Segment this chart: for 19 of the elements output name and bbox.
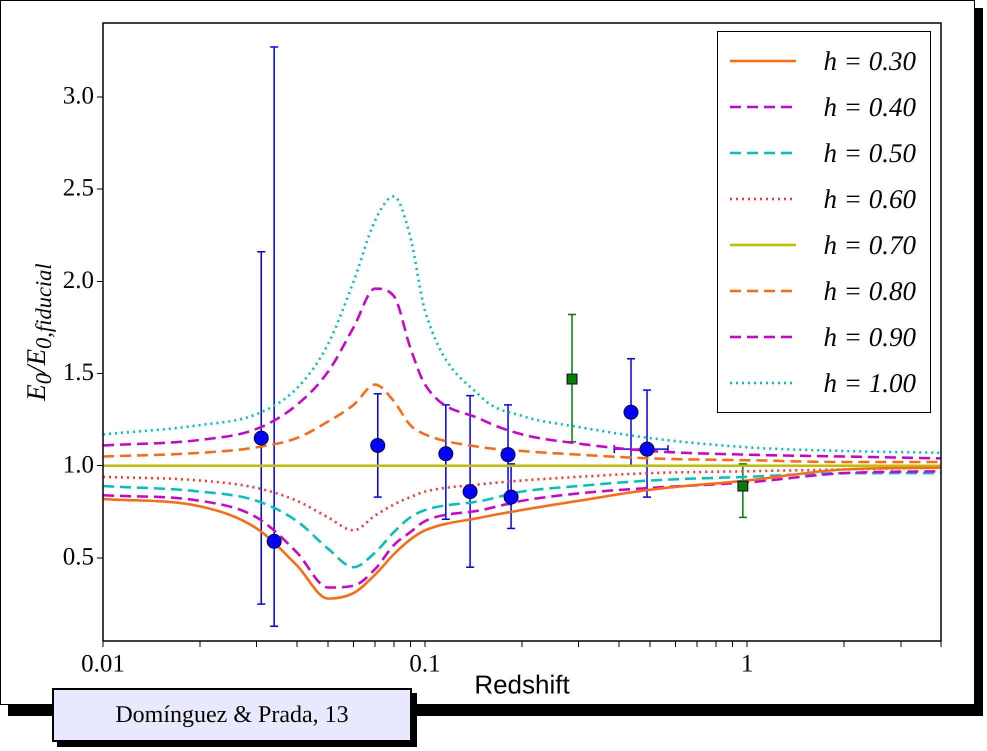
legend-label: h = 0.50 [824, 138, 916, 168]
x-axis-title: Redshift [474, 670, 570, 700]
y-tick-label: 1.5 [62, 359, 94, 386]
legend-label: h = 0.90 [824, 322, 916, 352]
y-tick-label: 2.0 [62, 266, 94, 294]
y-tick-label: 3.0 [62, 82, 94, 110]
y-tick-label: 2.5 [62, 174, 94, 202]
text: Domínguez & Prada, 13 [52, 688, 412, 742]
x-tick-label: 0.1 [409, 650, 441, 678]
x-tick-label: 1 [740, 650, 754, 678]
legend-label: h = 0.70 [824, 230, 916, 260]
y-tick-label: 1.0 [62, 451, 94, 478]
legend-label: h = 0.60 [824, 184, 916, 214]
legend-label: h = 0.80 [824, 276, 916, 306]
legend-label: h = 0.40 [824, 92, 916, 122]
legend-label: h = 0.30 [824, 46, 916, 76]
legend-label: h = 1.00 [824, 368, 916, 398]
x-tick-label: 0.01 [81, 650, 125, 678]
y-tick-label: 0.5 [62, 544, 94, 571]
